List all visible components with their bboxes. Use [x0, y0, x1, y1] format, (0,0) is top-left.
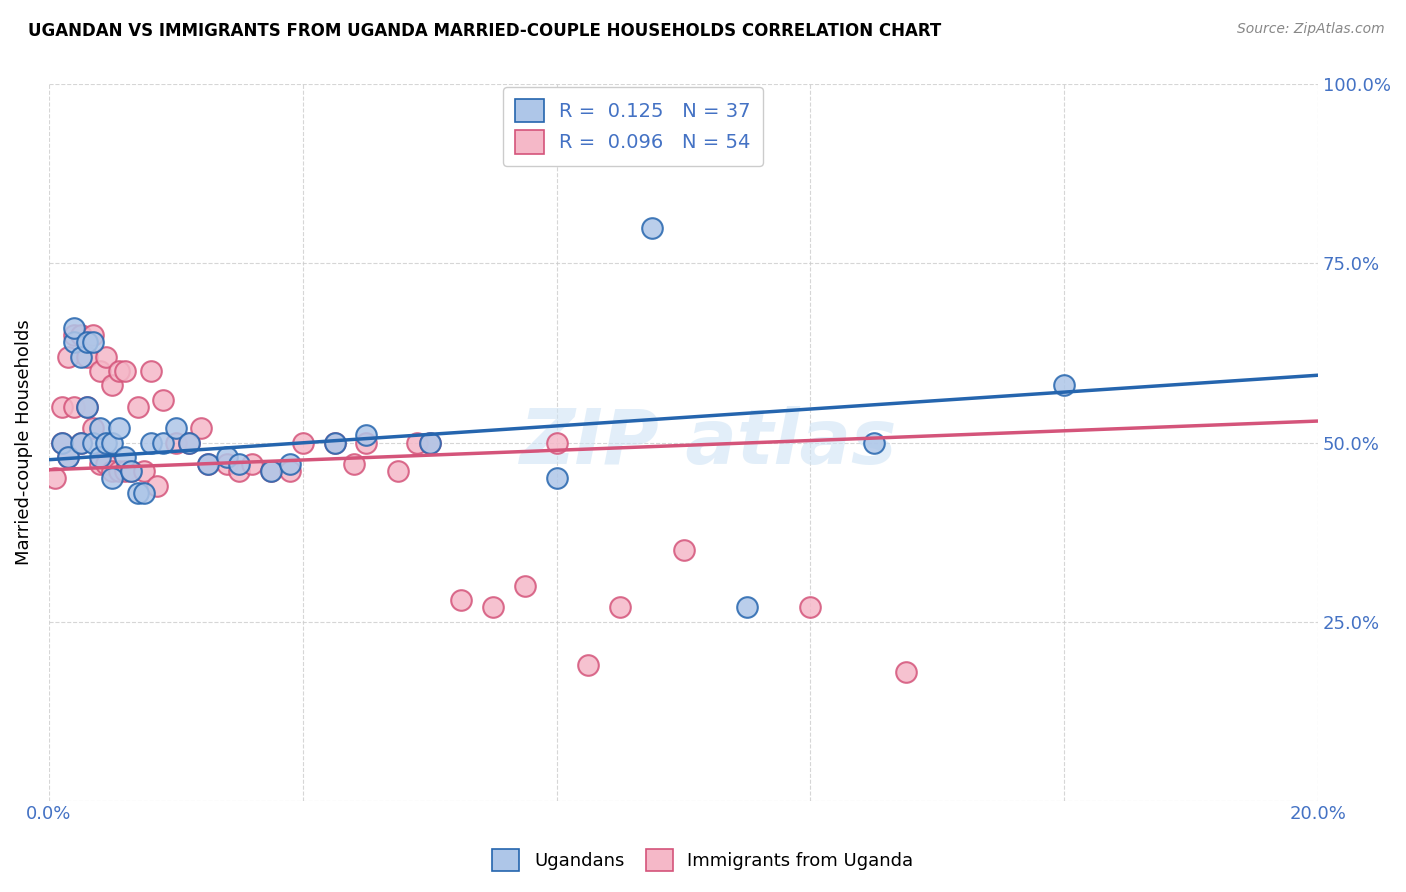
- Point: [101, 378, 124, 392]
- Point: [121, 464, 143, 478]
- Text: ZIP atlas: ZIP atlas: [520, 406, 897, 480]
- Point: [419, 435, 441, 450]
- Point: [139, 435, 162, 450]
- Point: [291, 435, 314, 450]
- Point: [177, 435, 200, 450]
- Point: [94, 350, 117, 364]
- Point: [165, 435, 187, 450]
- Point: [69, 435, 91, 450]
- Point: [197, 457, 219, 471]
- Point: [215, 457, 238, 471]
- Point: [51, 400, 73, 414]
- Point: [152, 392, 174, 407]
- Point: [69, 350, 91, 364]
- Point: [134, 464, 156, 478]
- Point: [134, 485, 156, 500]
- Point: [323, 435, 346, 450]
- Point: [76, 350, 98, 364]
- Point: [419, 435, 441, 450]
- Point: [139, 364, 162, 378]
- Point: [76, 400, 98, 414]
- Point: [89, 457, 111, 471]
- Point: [51, 435, 73, 450]
- Y-axis label: Married-couple Households: Married-couple Households: [15, 319, 32, 566]
- Point: [146, 478, 169, 492]
- Point: [406, 435, 429, 450]
- Point: [342, 457, 364, 471]
- Point: [609, 600, 631, 615]
- Point: [894, 665, 917, 679]
- Point: [63, 328, 86, 343]
- Point: [356, 428, 378, 442]
- Point: [152, 435, 174, 450]
- Point: [240, 457, 263, 471]
- Point: [107, 364, 129, 378]
- Point: [82, 335, 104, 350]
- Point: [44, 471, 66, 485]
- Point: [89, 421, 111, 435]
- Point: [641, 220, 664, 235]
- Point: [76, 335, 98, 350]
- Point: [546, 435, 568, 450]
- Point: [76, 400, 98, 414]
- Point: [101, 435, 124, 450]
- Point: [94, 435, 117, 450]
- Point: [387, 464, 409, 478]
- Point: [190, 421, 212, 435]
- Point: [127, 485, 149, 500]
- Point: [63, 335, 86, 350]
- Point: [450, 593, 472, 607]
- Point: [101, 464, 124, 478]
- Point: [94, 457, 117, 471]
- Legend: R =  0.125   N = 37, R =  0.096   N = 54: R = 0.125 N = 37, R = 0.096 N = 54: [503, 87, 762, 166]
- Point: [863, 435, 886, 450]
- Point: [114, 364, 136, 378]
- Point: [228, 464, 250, 478]
- Point: [63, 400, 86, 414]
- Point: [89, 450, 111, 464]
- Point: [63, 321, 86, 335]
- Point: [356, 435, 378, 450]
- Point: [56, 450, 79, 464]
- Point: [89, 364, 111, 378]
- Point: [51, 435, 73, 450]
- Point: [482, 600, 505, 615]
- Point: [228, 457, 250, 471]
- Point: [101, 471, 124, 485]
- Point: [82, 435, 104, 450]
- Text: Source: ZipAtlas.com: Source: ZipAtlas.com: [1237, 22, 1385, 37]
- Point: [82, 328, 104, 343]
- Point: [260, 464, 283, 478]
- Point: [82, 421, 104, 435]
- Point: [69, 435, 91, 450]
- Point: [278, 464, 301, 478]
- Point: [323, 435, 346, 450]
- Point: [121, 464, 143, 478]
- Point: [56, 450, 79, 464]
- Point: [260, 464, 283, 478]
- Point: [107, 464, 129, 478]
- Point: [546, 471, 568, 485]
- Point: [197, 457, 219, 471]
- Point: [177, 435, 200, 450]
- Point: [114, 464, 136, 478]
- Point: [127, 400, 149, 414]
- Text: UGANDAN VS IMMIGRANTS FROM UGANDA MARRIED-COUPLE HOUSEHOLDS CORRELATION CHART: UGANDAN VS IMMIGRANTS FROM UGANDA MARRIE…: [28, 22, 942, 40]
- Point: [56, 350, 79, 364]
- Point: [114, 450, 136, 464]
- Legend: Ugandans, Immigrants from Uganda: Ugandans, Immigrants from Uganda: [485, 842, 921, 879]
- Point: [576, 657, 599, 672]
- Point: [735, 600, 758, 615]
- Point: [1053, 378, 1076, 392]
- Point: [513, 579, 536, 593]
- Point: [107, 421, 129, 435]
- Point: [215, 450, 238, 464]
- Point: [799, 600, 821, 615]
- Point: [278, 457, 301, 471]
- Point: [672, 543, 695, 558]
- Point: [165, 421, 187, 435]
- Point: [69, 328, 91, 343]
